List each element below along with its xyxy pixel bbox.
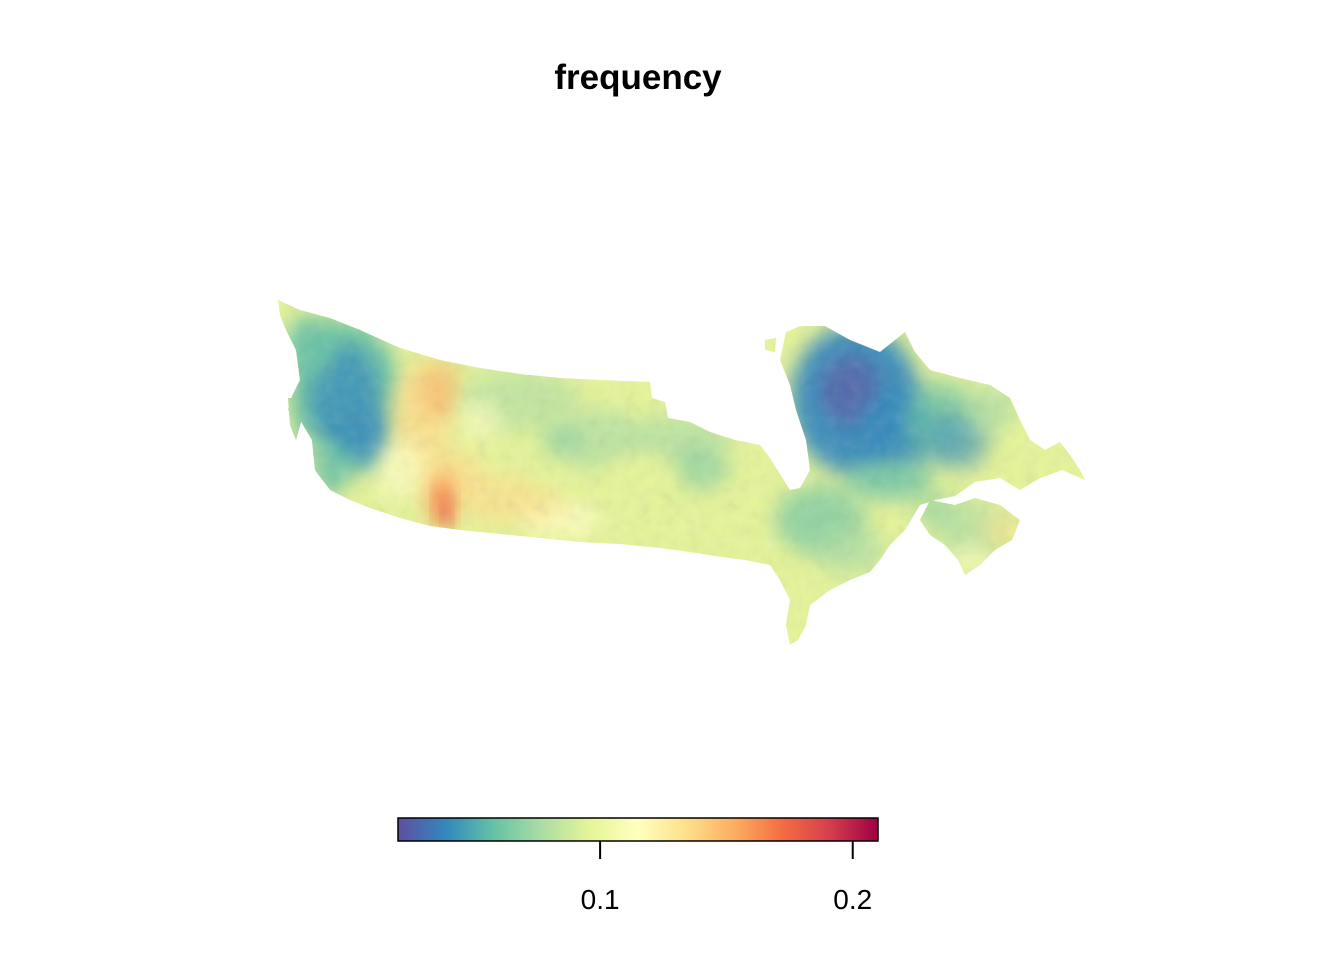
- colorbar-tick-label-1: 0.2: [833, 884, 872, 915]
- colorbar-legend: 0.1 0.2: [397, 817, 879, 915]
- plot-title: frequency: [554, 58, 722, 97]
- colorbar: [397, 817, 879, 842]
- colorbar-tick-label-0: 0.1: [581, 884, 620, 915]
- canada-raster-map: [278, 300, 1085, 645]
- colorbar-ticks: 0.1 0.2: [581, 841, 872, 915]
- map-texture: [278, 300, 1085, 645]
